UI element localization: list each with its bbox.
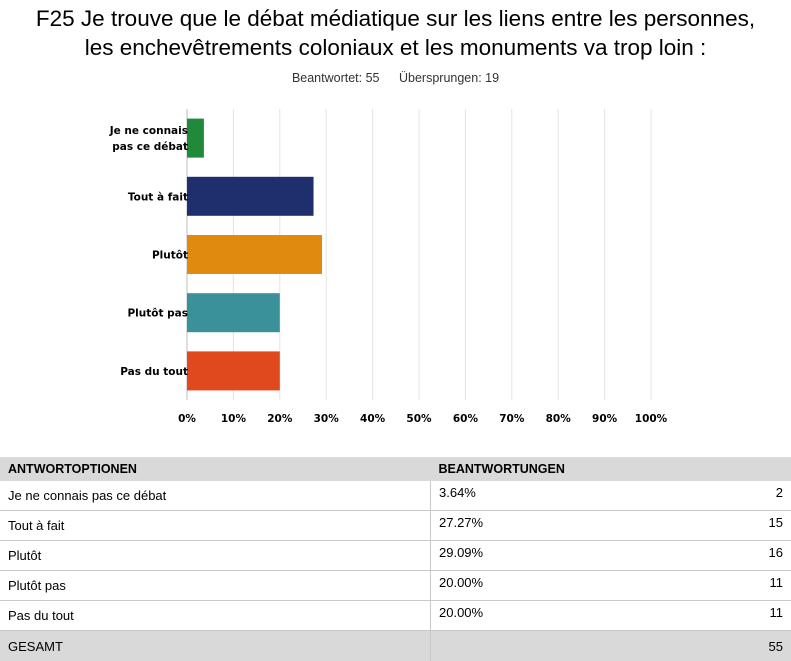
row-option: Pas du tout — [0, 601, 431, 631]
row-count: 2 — [597, 481, 791, 511]
category-label: Plutôt pas — [127, 308, 188, 320]
table-row: Je ne connais pas ce débat 3.64% 2 — [0, 481, 791, 511]
bar — [187, 293, 280, 332]
category-label: Je ne connais — [109, 125, 188, 137]
table-row: Tout à fait 27.27% 15 — [0, 511, 791, 541]
bar-chart: Je ne connais pas ce débat Tout à fait Plut… — [0, 0, 791, 440]
total-count: 55 — [597, 631, 791, 661]
row-count: 11 — [597, 571, 791, 601]
x-tick-label: 0% — [178, 413, 196, 425]
bars — [187, 119, 322, 391]
row-percent: 29.09% — [431, 541, 598, 571]
x-tick-label: 40% — [360, 413, 386, 425]
total-label: GESAMT — [0, 631, 431, 661]
row-percent: 20.00% — [431, 571, 598, 601]
category-label: Pas du tout — [120, 366, 188, 378]
bar — [187, 119, 204, 158]
x-tick-label: 20% — [267, 413, 293, 425]
header-answer-options: ANTWORTOPTIONEN — [0, 457, 431, 481]
x-tick-label: 60% — [453, 413, 479, 425]
x-tick-label: 10% — [221, 413, 247, 425]
x-tick-label: 90% — [592, 413, 618, 425]
row-option: Je ne connais pas ce débat — [0, 481, 431, 511]
table-row: Pas du tout 20.00% 11 — [0, 601, 791, 631]
row-percent: 3.64% — [431, 481, 598, 511]
row-option: Plutôt pas — [0, 571, 431, 601]
total-percent — [431, 631, 598, 661]
category-label: pas ce débat — [112, 141, 188, 153]
bar — [187, 351, 280, 390]
row-count: 11 — [597, 601, 791, 631]
table-row: Plutôt 29.09% 16 — [0, 541, 791, 571]
row-option: Tout à fait — [0, 511, 431, 541]
x-axis-tick-labels: 0% 10% 20% 30% 40% 50% 60% 70% 80% 90% 100% — [178, 413, 668, 425]
row-count: 16 — [597, 541, 791, 571]
category-label: Tout à fait — [128, 191, 188, 203]
bar — [187, 177, 314, 216]
x-tick-label: 30% — [314, 413, 340, 425]
row-count: 15 — [597, 511, 791, 541]
x-tick-label: 80% — [546, 413, 572, 425]
bar — [187, 235, 322, 274]
row-percent: 27.27% — [431, 511, 598, 541]
row-percent: 20.00% — [431, 601, 598, 631]
category-labels: Je ne connais pas ce débat Tout à fait Plut… — [109, 125, 188, 378]
table-row: Plutôt pas 20.00% 11 — [0, 571, 791, 601]
category-label: Plutôt — [152, 250, 188, 262]
x-tick-label: 70% — [499, 413, 525, 425]
x-tick-label: 50% — [406, 413, 432, 425]
table-total-row: GESAMT 55 — [0, 631, 791, 661]
summary-table: ANTWORTOPTIONEN BEANTWORTUNGEN Je ne con… — [0, 457, 791, 661]
table-header-row: ANTWORTOPTIONEN BEANTWORTUNGEN — [0, 457, 791, 481]
x-tick-label: 100% — [635, 413, 668, 425]
header-responses: BEANTWORTUNGEN — [431, 457, 791, 481]
row-option: Plutôt — [0, 541, 431, 571]
